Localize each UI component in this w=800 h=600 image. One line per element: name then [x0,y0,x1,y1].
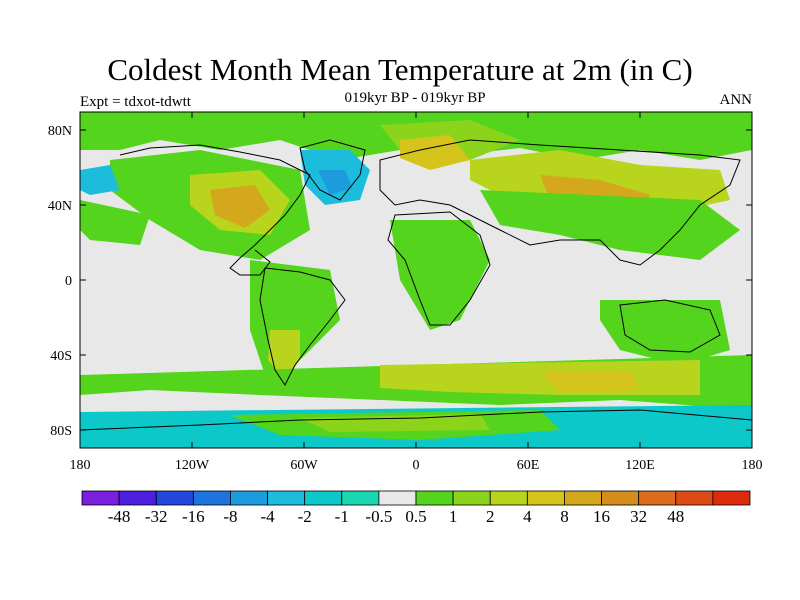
field-antarctic-light [300,414,490,432]
colorbar [81,490,751,506]
field-pacific-cyan [80,165,120,195]
colorbar-label: -8 [223,507,238,526]
field-asia-green [480,190,740,260]
longitude-axis: 180 120W 60W 0 60E 120E 180 [70,112,763,473]
coast-north-america [119,144,311,276]
lon-tick-label: 180 [70,458,91,473]
map-panel: 80N 40N 0 40S 80S 180 120W 60W 0 60E 120E 180 [48,111,763,473]
experiment-label: Expt = tdxot-tdwtt [80,94,191,110]
colorbar-label: -32 [144,507,168,526]
colorbar-label: -0.5 [365,507,393,526]
colorbar-label: 16 [593,507,611,526]
field-southern-yellow [380,360,700,395]
lat-tick-label: 40N [48,199,72,214]
lat-tick-label: 80S [50,424,72,439]
field-greenland-blue [318,170,352,195]
colorbar-swatch [564,490,602,506]
colorbar-swatch [415,490,454,506]
latitude-axis: 80N 40N 0 40S 80S [48,124,752,439]
colorbar-label: 32 [630,507,648,526]
field-atlantic-green [80,200,150,245]
colorbar-label: -48 [107,507,131,526]
lat-tick-label: 40S [50,349,72,364]
lon-tick-label: 60W [290,458,318,473]
colorbar-label: 1 [448,507,458,526]
colorbar-swatch [378,490,417,506]
colorbar-label: 8 [560,507,569,526]
colorbar-swatch [489,490,528,506]
field-australia-green [600,300,730,365]
colorbar-label: -16 [181,507,205,526]
colorbar-swatch [526,490,565,506]
coast-africa [387,211,491,326]
coastlines [79,139,753,431]
colorbar-swatch [304,490,343,506]
lon-tick-label: 120W [175,458,210,473]
plot-title: Coldest Month Mean Temperature at 2m (in… [107,52,693,87]
colorbar-swatch [341,490,380,506]
colorbar-swatch [81,490,120,506]
coast-antarctica [79,409,753,431]
colorbar-swatch [452,490,491,506]
colorbar-swatch [155,490,194,506]
colorbar-swatch [712,490,751,506]
coast-south-america [259,267,346,386]
coast-eurasia [379,139,741,266]
lon-tick-label: 180 [742,458,763,473]
colorbar-label: 4 [523,507,532,526]
field-na-orange [210,185,270,228]
lat-tick-label: 0 [65,274,72,289]
lon-tick-label: 120E [625,458,655,473]
plot-subtitle: 019kyr BP - 019kyr BP [344,90,486,106]
field-africa-green [390,220,490,330]
lat-tick-label: 80N [48,124,72,139]
colorbar-label: 48 [667,507,685,526]
lon-tick-label: 0 [413,458,420,473]
season-label: ANN [719,92,753,108]
colorbar-swatch [192,490,231,506]
colorbar-label: 2 [485,507,495,526]
colorbar-swatch [267,490,306,506]
lon-tick-label: 60E [517,458,540,473]
colorbar-swatch [601,490,640,506]
coast-greenland [299,139,366,201]
colorbar-label: -1 [334,507,349,526]
field-southern-orange [540,372,640,392]
colorbar-label: -2 [297,507,312,526]
colorbar-swatch [118,490,157,506]
colorbar-label: -4 [260,507,275,526]
colorbar-swatch [675,490,714,506]
colorbar-swatch [230,490,268,506]
colorbar-swatch [638,490,677,506]
colorbar-label: 0.5 [405,507,427,526]
temperature-field [80,112,752,448]
field-sa-yellow [268,330,300,380]
coast-australia [619,299,721,353]
